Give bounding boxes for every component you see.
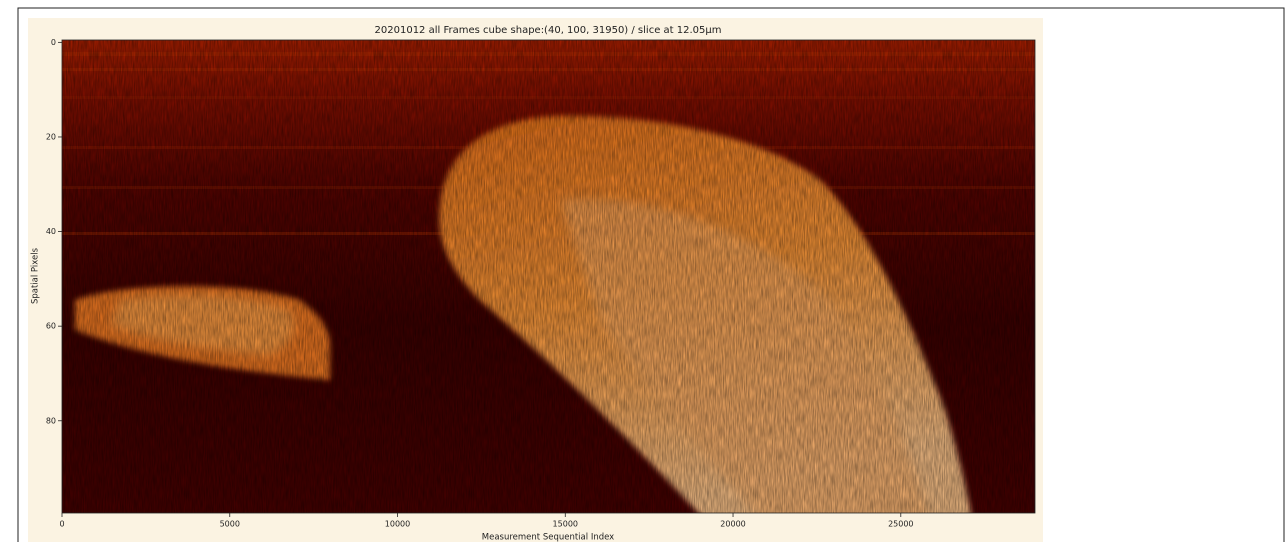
y-axis-label: Spatial Pixels	[31, 247, 41, 304]
page: {"chart_data": {"type": "heatmap", "titl…	[0, 0, 1287, 542]
y-tick-label: 40	[46, 227, 56, 236]
x-tick-label: 5000	[220, 520, 240, 529]
x-tick-label: 0	[59, 520, 64, 529]
x-tick-label: 25000	[888, 520, 913, 529]
y-tick-label: 0	[51, 38, 56, 47]
x-tick-label: 10000	[385, 520, 410, 529]
y-tick-label: 80	[46, 416, 56, 425]
y-tick-label: 60	[46, 322, 56, 331]
x-tick-label: 15000	[553, 520, 578, 529]
chart-title: 20201012 all Frames cube shape:(40, 100,…	[375, 25, 722, 36]
x-tick-label: 20000	[720, 520, 745, 529]
chart: 20201012 all Frames cube shape:(40, 100,…	[0, 0, 1287, 542]
x-axis-label: Measurement Sequential Index	[482, 533, 614, 542]
y-tick-label: 20	[46, 132, 56, 141]
heatmap-image	[62, 40, 1035, 520]
